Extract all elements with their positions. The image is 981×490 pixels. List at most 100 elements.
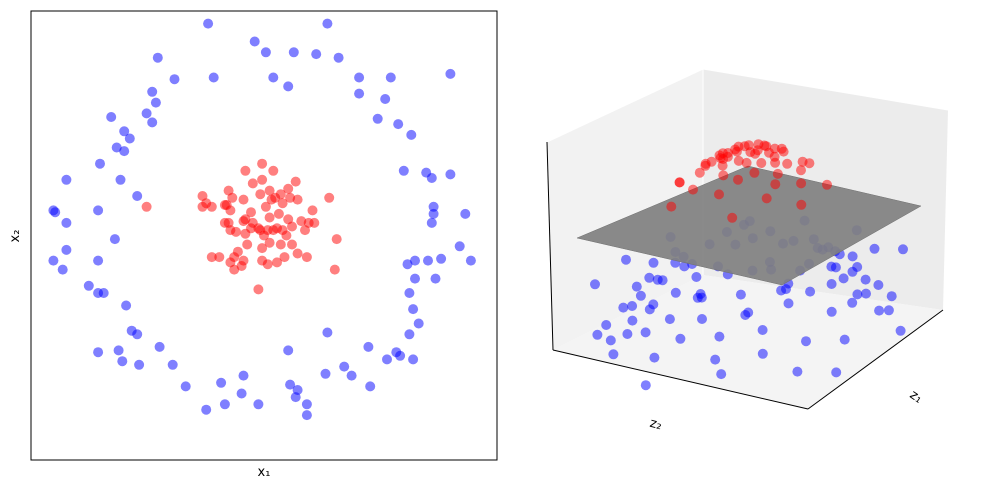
blue-data-point	[93, 255, 104, 266]
red-data-point	[324, 192, 335, 203]
blue-data-point	[445, 68, 456, 79]
blue-data-point	[382, 354, 392, 365]
red-data-point	[331, 234, 342, 245]
blue-data-point	[147, 117, 158, 128]
blue-data-point	[454, 241, 465, 252]
blue-3d-point	[757, 325, 768, 335]
red-data-point	[307, 205, 318, 216]
blue-data-point	[333, 52, 344, 63]
red-3d-point	[741, 157, 752, 168]
x-axis-label: x₁	[258, 465, 271, 480]
blue-data-point	[322, 327, 333, 338]
red-data-point	[240, 165, 251, 176]
red-3d-point	[797, 156, 808, 167]
blue-data-point	[152, 52, 163, 63]
blue-data-point	[121, 300, 132, 311]
blue-data-point	[413, 318, 424, 329]
blue-data-point	[111, 142, 122, 153]
red-data-point	[206, 252, 217, 263]
blue-data-point	[260, 47, 271, 58]
red-data-point	[255, 189, 266, 200]
red-data-point	[287, 221, 297, 232]
blue-3d-point	[839, 334, 850, 345]
blue-3d-point	[679, 261, 690, 272]
blue-3d-point	[826, 306, 837, 317]
blue-data-point	[167, 359, 178, 370]
blue-3d-point	[895, 325, 906, 336]
blue-data-point	[365, 381, 376, 392]
blue-data-point	[354, 72, 365, 83]
blue-3d-point	[869, 243, 880, 254]
blue-3d-point	[644, 272, 655, 283]
red-data-point	[275, 239, 286, 250]
blue-3d-point	[664, 314, 675, 325]
red-3d-point	[666, 201, 677, 212]
blue-3d-point	[847, 251, 858, 262]
blue-data-point	[268, 72, 279, 83]
blue-data-point	[404, 288, 415, 298]
blue-data-point	[208, 72, 219, 83]
blue-data-point	[322, 18, 333, 29]
red-3d-point	[750, 148, 761, 159]
red-3d-point	[674, 177, 685, 188]
red-3d-point	[739, 141, 750, 152]
blue-data-point	[180, 381, 191, 392]
red-3d-point	[733, 155, 744, 166]
blue-3d-point	[648, 257, 659, 268]
red-data-point	[296, 216, 307, 227]
blue-data-point	[385, 72, 396, 83]
red-data-point	[197, 201, 208, 212]
red-3d-point	[796, 165, 806, 176]
red-3d-point	[688, 184, 698, 195]
pane-edge	[702, 68, 949, 111]
blue-data-point	[83, 280, 94, 291]
red-data-point	[264, 185, 275, 196]
blue-3d-point	[622, 329, 633, 339]
red-data-point	[272, 257, 282, 268]
blue-data-point	[203, 18, 214, 29]
blue-3d-point	[618, 302, 629, 313]
blue-data-point	[283, 81, 294, 92]
red-data-point	[290, 176, 301, 187]
red-3d-point	[731, 146, 742, 157]
blue-3d-point	[592, 329, 603, 340]
red-data-point	[277, 198, 288, 209]
red-3d-point	[756, 158, 767, 168]
blue-3d-point	[743, 307, 754, 318]
blue-data-point	[301, 410, 312, 421]
red-data-point	[309, 217, 320, 228]
blue-data-point	[283, 345, 294, 356]
red-3d-point	[749, 167, 760, 178]
blue-3d-point	[792, 366, 803, 377]
blue-data-point	[61, 174, 72, 185]
blue-data-point	[428, 208, 439, 219]
blue-3d-point	[861, 288, 871, 299]
blue-3d-point	[805, 286, 816, 297]
blue-data-point	[380, 94, 391, 104]
blue-data-point	[426, 173, 437, 183]
blue-data-point	[106, 112, 117, 122]
red-data-point	[206, 201, 217, 212]
red-data-point	[227, 192, 238, 203]
red-data-point	[281, 230, 292, 241]
blue-3d-point	[657, 275, 668, 286]
blue-data-point	[93, 347, 104, 358]
blue-data-point	[57, 264, 68, 275]
feature-space-3d-plot: z₁ z₂	[546, 68, 949, 433]
blue-data-point	[115, 174, 126, 185]
blue-3d-point	[847, 297, 858, 308]
blue-3d-point	[831, 367, 842, 378]
red-data-point	[257, 158, 268, 169]
blue-data-point	[395, 350, 406, 361]
z2-axis-label: z₂	[648, 416, 663, 433]
red-data-point	[238, 194, 249, 205]
red-data-point	[266, 194, 277, 205]
blue-data-point	[236, 388, 247, 399]
blue-data-point	[339, 361, 350, 372]
blue-3d-point	[874, 305, 885, 316]
blue-data-point	[402, 259, 413, 270]
red-3d-point	[694, 167, 705, 178]
blue-data-point	[436, 253, 447, 264]
z-axis-line	[546, 141, 554, 351]
blue-data-point	[132, 329, 143, 340]
